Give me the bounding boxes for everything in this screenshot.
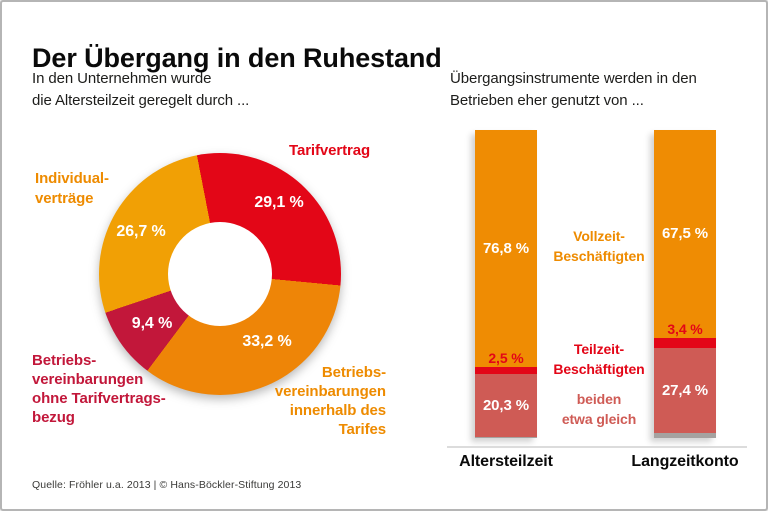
donut-chart: 29,1 % 33,2 % 9,4 % 26,7 %	[99, 153, 341, 395]
donut-label-betriebsvereinbarungen-ohne: Betriebs- vereinbarungen ohne Tarifvertr…	[32, 352, 166, 426]
donut-chart-subtitle: In den Unternehmen wurde die Altersteilz…	[32, 70, 250, 109]
bar-value-beide-langzeitkonto: 27,4 %	[661, 382, 709, 400]
bar-chart-baseline	[447, 446, 747, 448]
donut-value-ohne-tarif: 9,4 %	[131, 315, 173, 332]
donut-hole	[168, 222, 272, 326]
page-title: Der Übergang in den Ruhestand	[32, 43, 442, 74]
category-label-altersteilzeit: Altersteilzeit	[459, 453, 553, 470]
donut-value-individual: 26,7 %	[116, 223, 166, 240]
bar-altersteilzeit-segment-teilzeit-stripe	[475, 366, 537, 375]
legend-vollzeit-beschaeftigten: Vollzeit- Beschäftigten	[553, 228, 645, 264]
legend-beiden-etwa-gleich: beiden etwa gleich	[561, 391, 637, 427]
bar-langzeitkonto-segment-rest	[654, 432, 716, 438]
bar-altersteilzeit-segment-rest	[475, 436, 537, 438]
bar-langzeitkonto-segment-beide: 27,4 %	[654, 348, 716, 433]
bar-chart-subtitle: Übergangsinstrumente werden in den Betri…	[450, 70, 697, 109]
bar-langzeitkonto-segment-teilzeit-stripe	[654, 337, 716, 349]
bar-value-beide-altersteilzeit: 20,3 %	[482, 396, 530, 414]
donut-label-tarifvertrag: Tarifvertrag	[289, 142, 371, 159]
donut-label-betriebsvereinbarungen-innerhalb: Betriebs- vereinbarungen innerhalb des T…	[274, 364, 386, 438]
bar-altersteilzeit: 76,8 % 2,5 % 20,3 %	[475, 130, 537, 438]
category-label-langzeitkonto: Langzeitkonto	[631, 453, 739, 470]
legend-teilzeit-beschaeftigten: Teilzeit- Beschäftigten	[553, 341, 645, 377]
bar-value-vollzeit-langzeitkonto: 67,5 %	[661, 225, 709, 243]
bar-altersteilzeit-segment-vollzeit: 76,8 % 2,5 %	[475, 130, 537, 367]
bar-value-vollzeit-altersteilzeit: 76,8 %	[482, 239, 530, 257]
bar-value-teilzeit-altersteilzeit: 2,5 %	[488, 349, 524, 366]
bar-value-teilzeit-langzeitkonto: 3,4 %	[667, 320, 703, 337]
bar-langzeitkonto-segment-vollzeit: 67,5 % 3,4 %	[654, 130, 716, 338]
bar-altersteilzeit-segment-beide: 20,3 %	[475, 374, 537, 437]
donut-label-individualvertraege: Individual- verträge	[35, 170, 109, 207]
source-note: Quelle: Fröhler u.a. 2013 | © Hans-Böckl…	[32, 479, 302, 491]
donut-value-tarifvertrag: 29,1 %	[254, 194, 304, 211]
donut-value-innerhalb-tarif: 33,2 %	[242, 333, 292, 350]
bar-langzeitkonto: 67,5 % 3,4 % 27,4 %	[654, 130, 716, 438]
